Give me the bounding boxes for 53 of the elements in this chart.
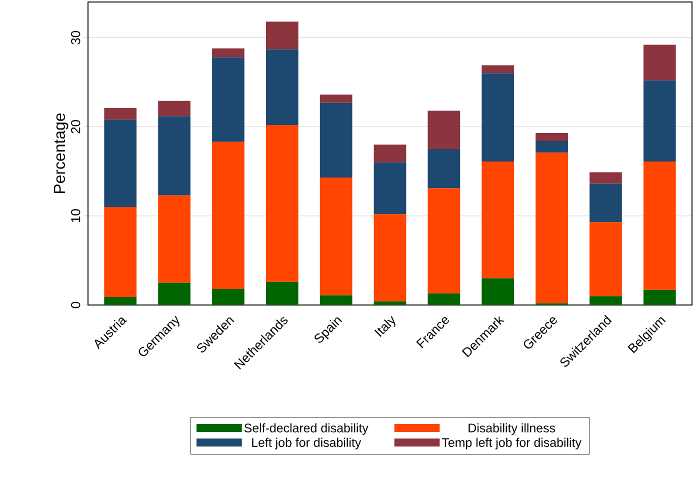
bar [374,144,406,162]
bar [482,65,514,74]
bar [536,141,568,153]
legend-label: Self-declared disability [244,423,368,435]
bar [374,162,406,214]
bar [104,120,137,207]
bar [536,152,568,304]
y-tick-label: 20 [71,120,80,134]
bar [104,206,137,297]
bar [320,102,352,178]
bar [428,188,460,294]
bar [643,80,676,162]
bar [536,133,568,142]
bar [320,178,352,296]
bar [428,110,460,150]
bar [428,149,460,188]
bar [482,73,514,162]
bar [158,100,190,116]
legend-label: Left job for disability [252,438,362,450]
y-axis-title: Percentage [54,113,68,193]
bar [266,282,298,305]
bar [158,282,190,305]
bar [643,162,676,290]
bar [104,296,137,305]
bar [320,94,352,103]
bar [266,124,298,282]
bar [590,296,622,305]
bar [266,22,298,50]
bar [158,195,190,283]
bar [212,57,244,142]
bar [643,44,676,80]
legend-label: Temp left job for disability [442,438,582,450]
bar [212,142,244,289]
bar [212,288,244,305]
bar [428,293,460,305]
bar [482,162,514,278]
bar [266,49,298,125]
y-tick-label: 0 [71,302,80,308]
bar [320,295,352,305]
legend-label: Disability illness [468,423,556,435]
bar [643,290,676,305]
bar [212,48,244,58]
bar [590,222,622,296]
bar [590,184,622,222]
y-tick-label: 10 [71,209,80,222]
bar [482,278,514,305]
bar [158,116,190,196]
bar [374,214,406,302]
y-tick-label: 30 [71,30,80,44]
bar [590,172,622,184]
bar [104,108,137,120]
bar [374,301,406,305]
x-tick-label: Italy [374,316,396,337]
